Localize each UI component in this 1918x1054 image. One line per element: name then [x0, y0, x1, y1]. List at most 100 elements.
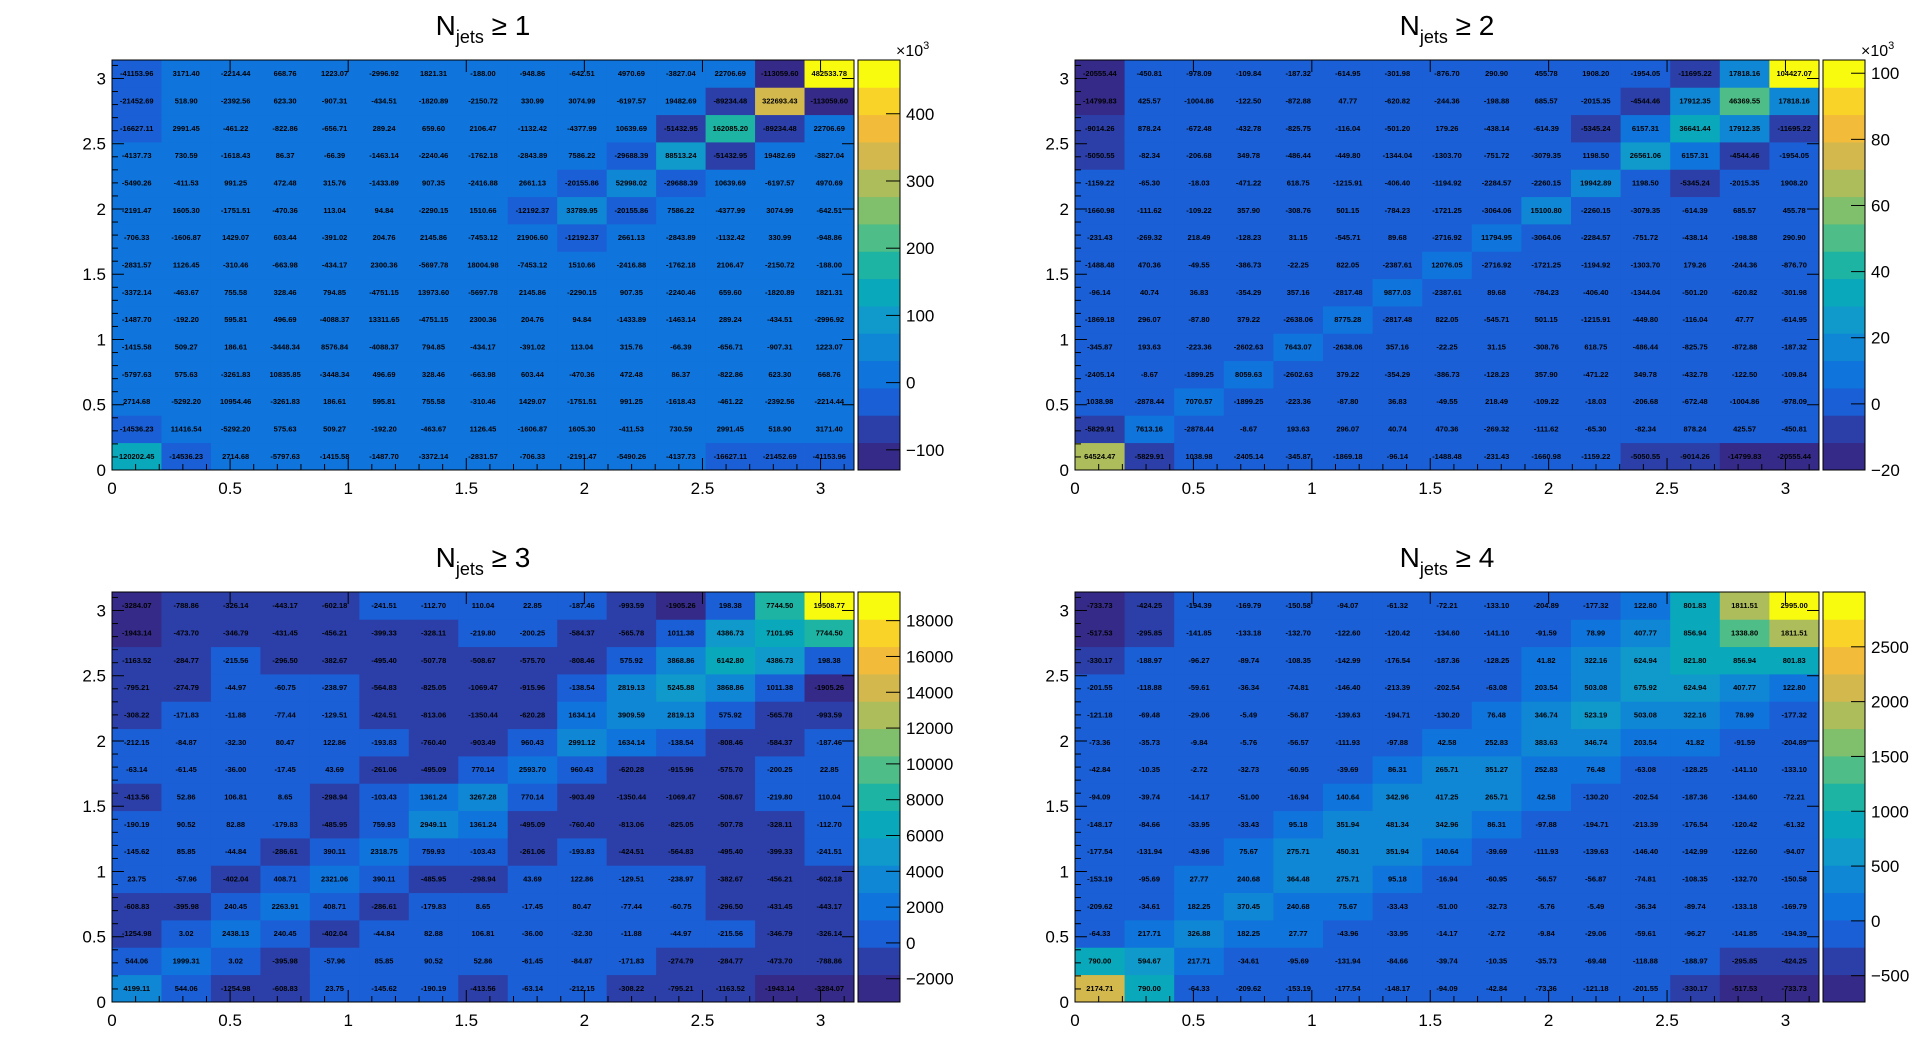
cell-value-label: -244.36 — [1732, 261, 1757, 270]
heatmap-cell — [1620, 783, 1671, 812]
cell-value-label: -5697.78 — [468, 288, 498, 297]
cell-value-label: 40.74 — [1140, 288, 1160, 297]
heatmap-cell — [458, 783, 509, 812]
heatmap-cell — [458, 920, 509, 948]
cell-value-label: -118.88 — [1137, 683, 1162, 692]
cell-value-label: -434.17 — [470, 343, 495, 352]
heatmap-cell — [309, 920, 360, 948]
heatmap-cell — [1521, 838, 1572, 866]
cell-value-label: -188.97 — [1682, 957, 1707, 966]
heatmap-cell — [408, 756, 459, 784]
heatmap-cell — [1620, 251, 1671, 280]
cell-value-label: 357.90 — [1237, 206, 1260, 215]
cell-value-label: -16627.11 — [120, 124, 153, 133]
heatmap-cell — [656, 892, 706, 921]
heatmap-cell — [112, 278, 162, 307]
heatmap-cell — [656, 415, 706, 444]
cell-value-label: -269.32 — [1137, 233, 1162, 242]
multiplier-base: ×10 — [1861, 43, 1888, 60]
y-tick-label: 1 — [97, 330, 106, 349]
heatmap-cell — [1075, 701, 1125, 730]
cell-value-label: 86.37 — [671, 370, 690, 379]
heatmap-cell — [606, 783, 657, 812]
cell-value-label: -108.35 — [1682, 875, 1707, 884]
heatmap-cell — [1174, 783, 1225, 812]
color-bar-frame — [1822, 591, 1866, 1003]
heatmap-cell — [210, 251, 261, 280]
cell-value-label: -4544.46 — [1730, 151, 1760, 160]
heatmap-cell — [1670, 920, 1721, 948]
heatmap-cell — [1124, 783, 1175, 812]
cell-value-label: 349.78 — [1634, 370, 1657, 379]
cell-value-label: 856.94 — [1684, 629, 1708, 638]
heatmap-cell — [1372, 114, 1423, 143]
cell-value-label: -4088.37 — [320, 315, 350, 324]
cell-value-label: -209.62 — [1087, 902, 1112, 911]
cell-value-label: 289.24 — [373, 124, 397, 133]
heatmap-cell — [1422, 920, 1473, 948]
cell-value-label: -1132.42 — [518, 124, 547, 133]
color-bar-band — [858, 306, 900, 334]
color-bar-tick-label: 0 — [1871, 912, 1880, 931]
heatmap-cell — [1521, 674, 1572, 702]
cell-value-label: 346.74 — [1584, 738, 1608, 747]
heatmap-cell — [112, 892, 162, 921]
heatmap-cell — [112, 360, 162, 389]
color-bar-band — [1823, 865, 1865, 894]
heatmap-cell — [557, 442, 608, 471]
cell-value-label: -7453.12 — [468, 233, 498, 242]
cell-value-label: -507.78 — [718, 820, 743, 829]
cell-value-label: -1159.22 — [1085, 179, 1114, 188]
heatmap-cell — [210, 838, 261, 866]
heatmap-cell — [804, 114, 855, 143]
cell-value-label: -614.95 — [1335, 69, 1360, 78]
cell-value-label: 22706.69 — [715, 69, 746, 78]
heatmap-cell — [557, 360, 608, 389]
cell-value-label: -274.79 — [173, 683, 198, 692]
heatmap-cell — [161, 728, 212, 757]
cell-value-label: -620.28 — [520, 711, 545, 720]
cell-value-label: -213.39 — [1385, 683, 1410, 692]
heatmap-cell — [1273, 142, 1324, 170]
cell-value-label: -450.81 — [1137, 69, 1162, 78]
heatmap-cell — [1471, 783, 1522, 812]
heatmap-cell — [359, 415, 410, 444]
cell-value-label: -74.81 — [1635, 875, 1656, 884]
cell-value-label: -4751.15 — [419, 315, 449, 324]
heatmap-panel-1: Njets ≥ 1120202.45-14536.232714.68-5797.… — [82, 10, 944, 498]
cell-value-label: 1634.14 — [568, 711, 596, 720]
heatmap-cell — [1273, 619, 1324, 648]
color-bar-band — [858, 60, 900, 88]
cell-value-label: -386.73 — [1434, 370, 1459, 379]
heatmap-cell — [1620, 756, 1671, 784]
cell-value-label: 17818.16 — [1729, 69, 1760, 78]
cell-value-label: 503.08 — [1634, 711, 1657, 720]
cell-value-label: 78.99 — [1735, 711, 1754, 720]
cell-value-label: 801.83 — [1684, 601, 1707, 610]
heatmap-cell — [408, 333, 459, 362]
heatmap-cell — [260, 278, 311, 307]
cell-value-label: -620.82 — [1732, 288, 1757, 297]
cell-value-label: 501.15 — [1336, 206, 1359, 215]
heatmap-cell — [656, 251, 706, 280]
cell-value-label: -1433.89 — [369, 179, 399, 188]
heatmap-cell — [1174, 920, 1225, 948]
heatmap-cell — [507, 619, 558, 648]
heatmap-cell — [1372, 224, 1423, 252]
heatmap-cell — [1620, 810, 1671, 839]
cell-value-label: 82.88 — [424, 929, 443, 938]
heatmap-cell — [804, 674, 855, 702]
cell-value-label: -139.63 — [1583, 847, 1608, 856]
cell-value-label: -876.70 — [1434, 69, 1459, 78]
cell-value-label: -1618.43 — [221, 151, 251, 160]
heatmap-cell — [1719, 920, 1770, 948]
heatmap-cell — [1670, 196, 1721, 225]
cell-value-label: 2661.13 — [519, 179, 546, 188]
cell-value-label: 90.52 — [177, 820, 196, 829]
cell-value-label: -5292.20 — [171, 397, 201, 406]
cell-value-label: 10835.85 — [269, 370, 300, 379]
heatmap-cell — [1571, 810, 1621, 839]
cell-value-label: 322.16 — [1584, 656, 1607, 665]
heatmap-cell — [1273, 783, 1324, 812]
cell-value-label: -132.70 — [1285, 629, 1310, 638]
